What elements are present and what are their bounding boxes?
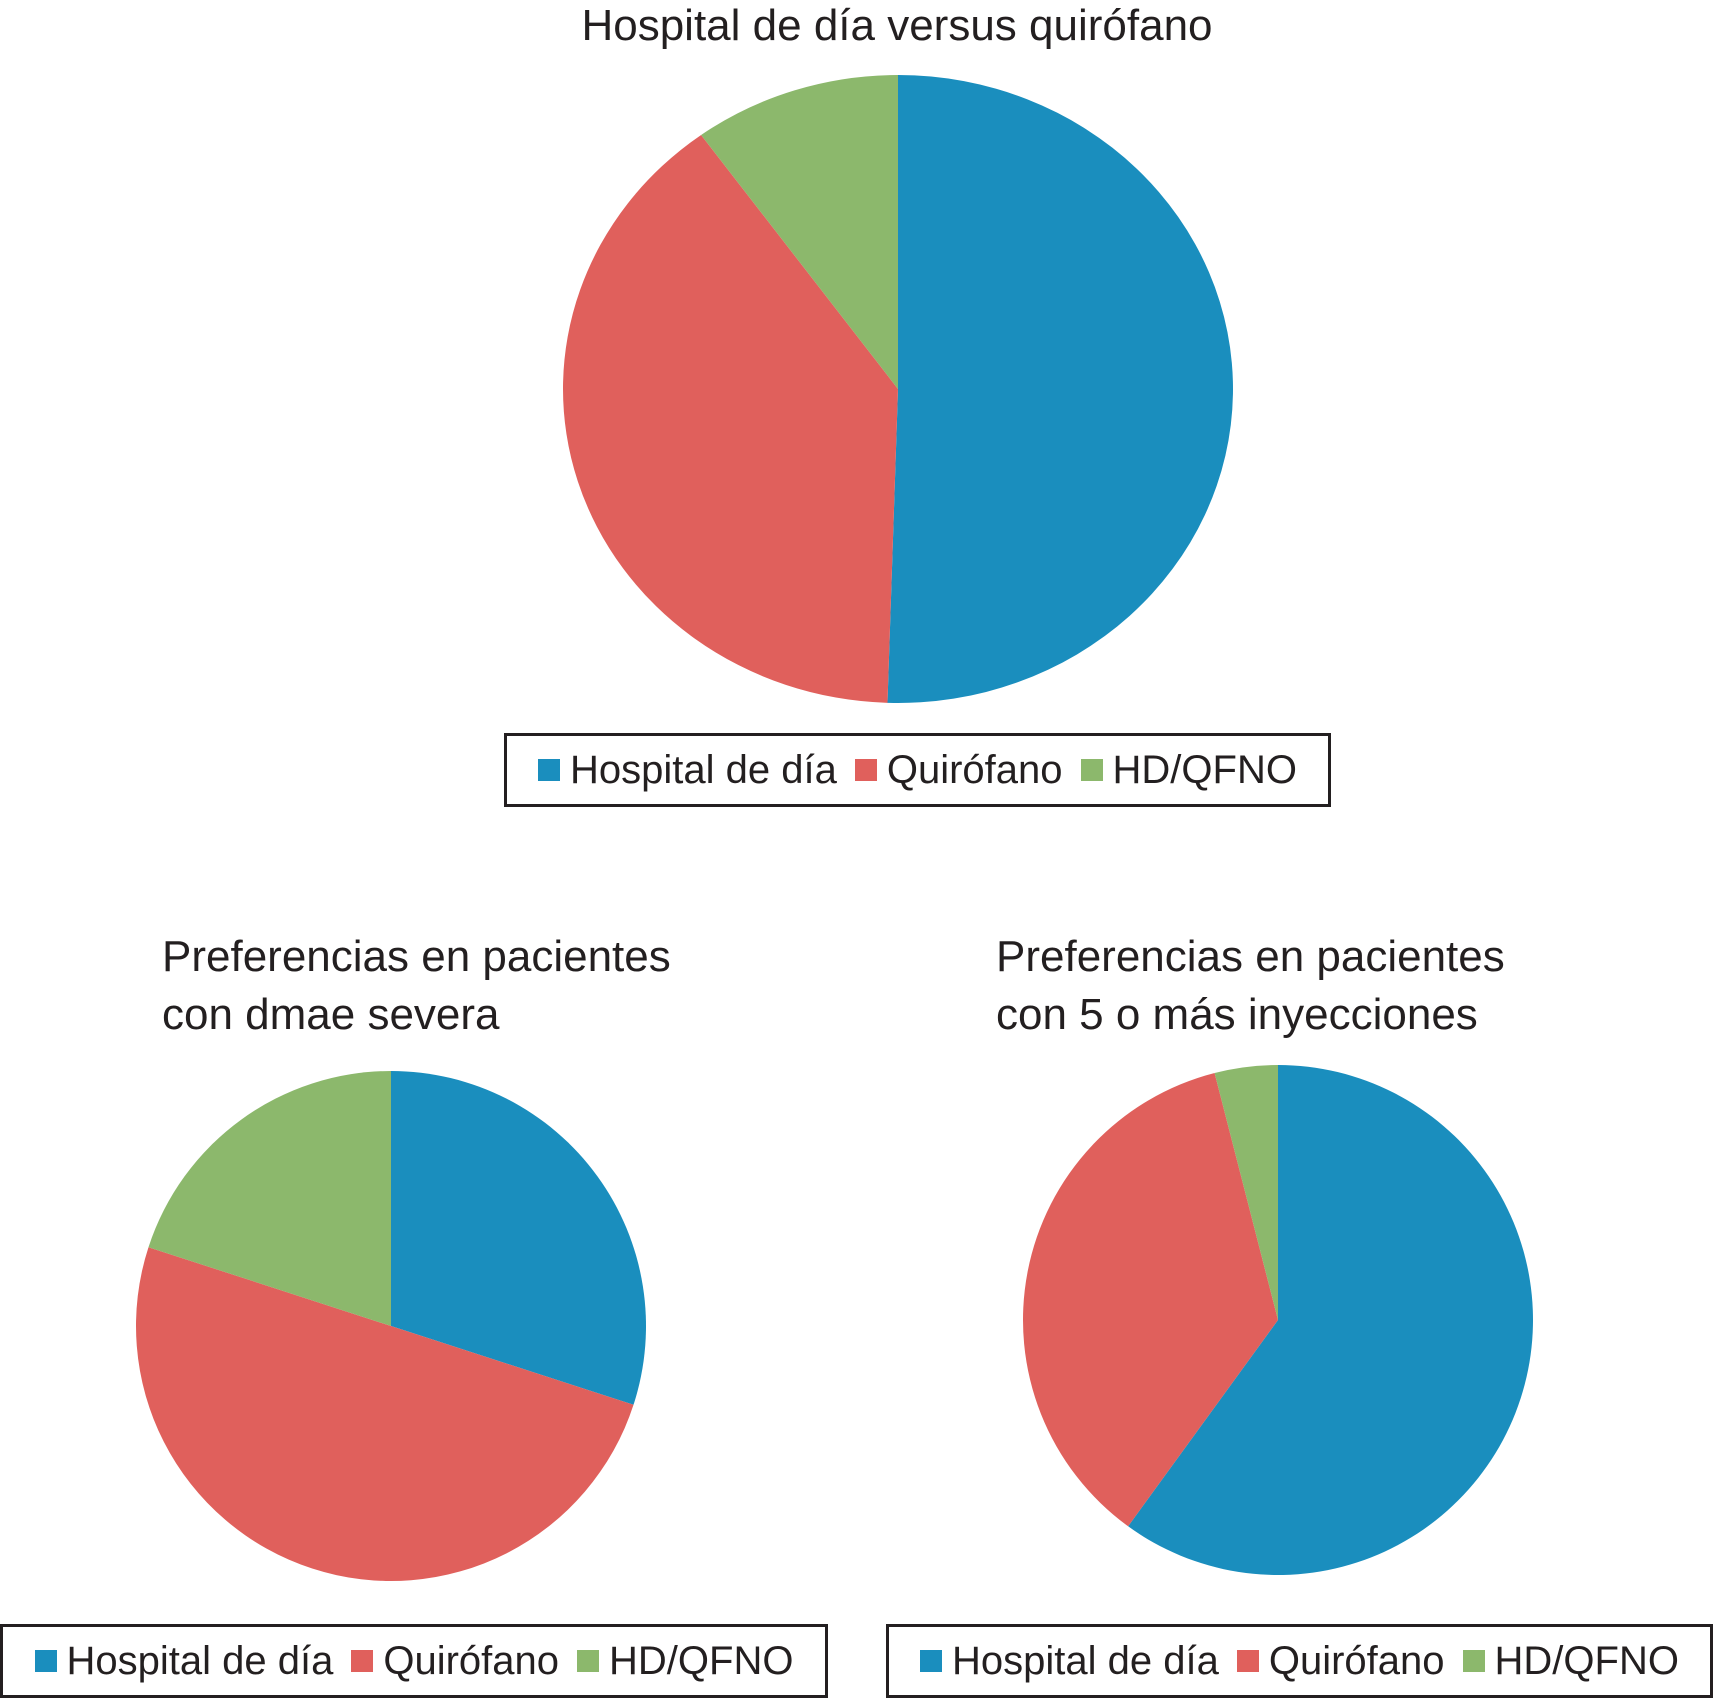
legend-item: Quirófano	[1236, 1638, 1445, 1684]
legend-item: Quirófano	[854, 747, 1063, 793]
pie-chart-left	[136, 1071, 646, 1581]
legend-item: Hospital de día	[538, 748, 837, 793]
legend-label: Quirófano	[886, 747, 1063, 792]
slice-hd-qfno	[148, 1071, 391, 1326]
chart-title-left: Preferencias en pacientes con dmae sever…	[162, 928, 671, 1044]
legend-item: HD/QFNO	[1080, 747, 1297, 793]
slice-hd-qfno	[701, 75, 898, 389]
chart-title-top: Hospital de día versus quirófano	[581, 1, 1213, 50]
legend-swatch-hospital	[34, 1650, 57, 1672]
chart-title-left-line-2: con dmae severa	[162, 990, 500, 1039]
pie-chart-right	[1023, 1065, 1533, 1575]
slice-quirofano	[1023, 1073, 1278, 1527]
legend-label: Quirófano	[383, 1638, 560, 1683]
legend-swatch-hospital	[538, 759, 561, 781]
slice-hospital-de-dia	[887, 75, 1234, 703]
legend-right: Hospital de día Quirófano HD/QFNO	[886, 1624, 1713, 1698]
chart-title-right: Preferencias en pacientes con 5 o más in…	[996, 928, 1505, 1044]
legend-label: Quirófano	[1268, 1638, 1445, 1683]
legend-label: HD/QFNO	[1112, 747, 1297, 792]
legend-label: Hospital de día	[570, 747, 837, 792]
legend-item: HD/QFNO	[577, 1639, 793, 1684]
slice-hospital-de-dia	[391, 1071, 646, 1405]
legend-item: HD/QFNO	[1462, 1638, 1679, 1684]
chart-title-right-line-1: Preferencias en pacientes	[996, 932, 1505, 981]
legend-swatch-hospital	[920, 1650, 943, 1672]
chart-title-left-line-1: Preferencias en pacientes	[162, 932, 671, 981]
legend-label: Hospital de día	[952, 1638, 1219, 1683]
slice-hospital-de-dia	[1128, 1065, 1533, 1575]
legend-item: Hospital de día	[34, 1638, 334, 1684]
legend-label: Hospital de día	[66, 1638, 334, 1683]
legend-label: HD/QFNO	[1494, 1638, 1679, 1683]
legend-item: Hospital de día	[920, 1639, 1219, 1684]
legend-left: Hospital de día Quirófano HD/QFNO	[0, 1624, 828, 1698]
legend-item: Quirófano	[351, 1639, 559, 1684]
legend-swatch-hdqfno	[577, 1650, 600, 1672]
legend-top: Hospital de día Quirófano HD/QFNO	[504, 733, 1331, 807]
slice-quirofano	[136, 1247, 634, 1581]
pie-chart-top	[563, 75, 1234, 703]
chart-title-right-line-2: con 5 o más inyecciones	[996, 990, 1478, 1039]
legend-swatch-quirofano	[854, 759, 877, 781]
legend-swatch-hdqfno	[1462, 1650, 1485, 1672]
legend-swatch-hdqfno	[1080, 759, 1103, 781]
legend-swatch-quirofano	[351, 1650, 374, 1672]
legend-swatch-quirofano	[1236, 1650, 1259, 1672]
legend-label: HD/QFNO	[609, 1638, 794, 1683]
slice-hd-qfno	[1214, 1065, 1278, 1320]
slice-quirofano	[563, 134, 898, 703]
